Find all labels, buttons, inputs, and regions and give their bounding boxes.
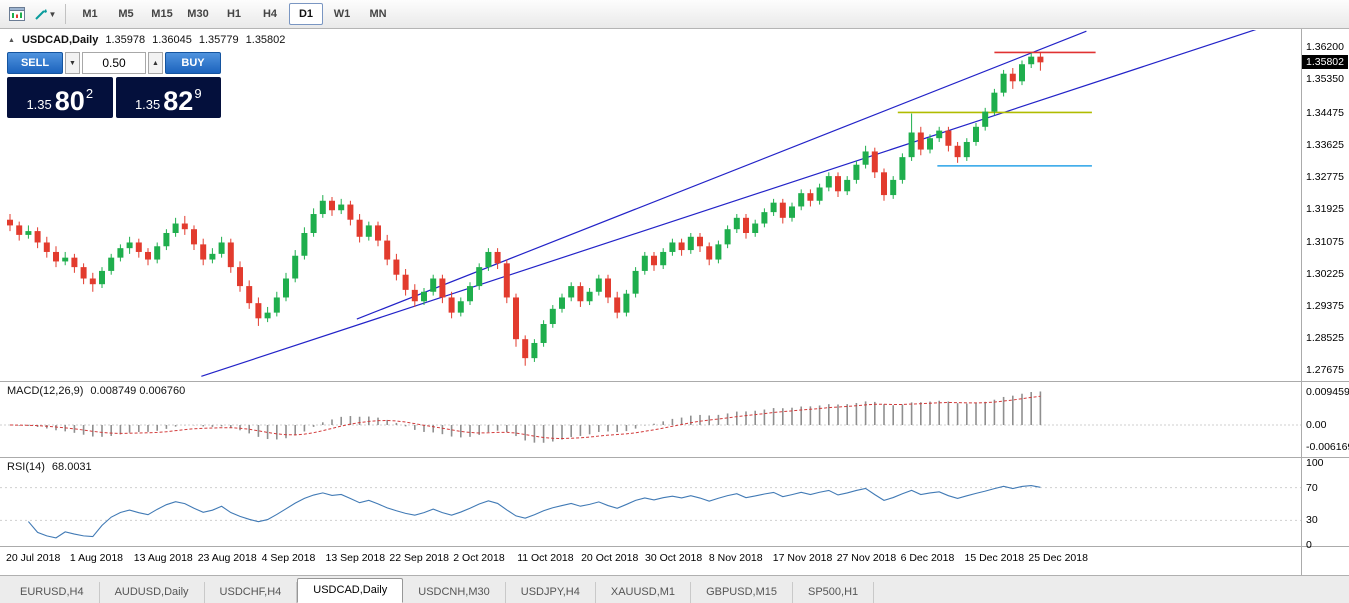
timeframe-m5[interactable]: M5 <box>118 8 134 20</box>
price-tick[interactable]: 1.30225 <box>1306 267 1344 280</box>
timeframe-m15[interactable]: M15 <box>151 8 173 20</box>
price-tick[interactable]: 1.31075 <box>1306 235 1344 248</box>
date-tick[interactable]: 2 Oct 2018 <box>453 552 505 564</box>
macd-tick: 0.009459 <box>1306 385 1349 398</box>
date-tick[interactable]: 20 Jul 2018 <box>6 552 61 564</box>
tab-sp500-h1[interactable]: SP500,H1 <box>793 582 875 603</box>
buy-button[interactable]: BUY <box>165 52 221 74</box>
date-tick[interactable]: 22 Sep 2018 <box>389 552 449 564</box>
date-tick[interactable]: 20 Oct 2018 <box>581 552 639 564</box>
price-tick[interactable]: 1.35350 <box>1306 73 1344 86</box>
buy-price-prefix: 1.35 <box>134 97 161 112</box>
timeframe-d1[interactable]: D1 <box>289 3 323 25</box>
date-tick[interactable]: 27 Nov 2018 <box>836 552 897 564</box>
tab-usdcnh-m30[interactable]: USDCNH,M30 <box>403 582 506 603</box>
tab-usdchf-h4[interactable]: USDCHF,H4 <box>205 582 298 603</box>
current-price-tag: 1.35802 <box>1302 55 1348 70</box>
rsi-tick: 100 <box>1306 457 1324 469</box>
macd-name: MACD(12,26,9) <box>7 385 84 397</box>
buy-price-big: 82 <box>163 86 194 116</box>
tab-usdjpy-h4[interactable]: USDJPY,H4 <box>506 582 596 603</box>
price-tick[interactable]: 1.34475 <box>1306 106 1344 119</box>
buy-price-sup: 9 <box>194 86 202 101</box>
tab-eurusd-h4[interactable]: EURUSD,H4 <box>5 582 100 603</box>
macd-plot <box>0 391 1301 443</box>
timeframe-buttons: M1 M5 M15 M30 H1 H4 D1 W1 MN <box>73 3 395 25</box>
timeframe-mn[interactable]: MN <box>369 8 387 20</box>
price-tick[interactable]: 1.28525 <box>1306 332 1344 345</box>
date-tick[interactable]: 25 Dec 2018 <box>1028 552 1088 564</box>
rsi-tick: 0 <box>1306 539 1312 551</box>
date-tick[interactable]: 4 Sep 2018 <box>261 552 316 564</box>
date-tick[interactable]: 6 Dec 2018 <box>900 552 955 564</box>
rsi-line <box>27 484 1041 539</box>
macd-values: 0.008749 0.006760 <box>90 385 186 397</box>
timeframe-h1[interactable]: H1 <box>226 8 242 20</box>
macd-tick: -0.006169 <box>1306 440 1349 453</box>
date-tick[interactable]: 23 Aug 2018 <box>197 552 257 564</box>
tab-usdcad-daily[interactable]: USDCAD,Daily <box>297 578 404 603</box>
sell-button[interactable]: SELL <box>7 52 63 74</box>
price-tick[interactable]: 1.36200 <box>1306 41 1344 54</box>
rsi-name: RSI(14) <box>7 461 45 473</box>
rsi-panel-label: RSI(14) 68.0031 <box>7 461 92 473</box>
ohlc-low: 1.35779 <box>198 34 239 46</box>
price-tick[interactable]: 1.32775 <box>1306 171 1344 184</box>
channel-line-upper[interactable] <box>356 30 1087 320</box>
sell-price-display[interactable]: 1.35 80 2 <box>7 77 113 118</box>
price-plot <box>7 7 1325 377</box>
timeframe-m1[interactable]: M1 <box>82 8 98 20</box>
date-tick[interactable]: 1 Aug 2018 <box>69 552 124 564</box>
chart-header: ▲ USDCAD,Daily 1.35978 1.36045 1.35779 1… <box>8 34 285 46</box>
rsi-tick: 30 <box>1306 514 1318 527</box>
tab-xauusd-m1[interactable]: XAUUSD,M1 <box>596 582 692 603</box>
ohlc-close: 1.35802 <box>245 34 286 46</box>
collapse-arrow-icon[interactable]: ▲ <box>8 36 15 44</box>
sell-price-sup: 2 <box>85 86 94 101</box>
symbol-title: USDCAD,Daily <box>21 34 99 46</box>
ohlc-high: 1.36045 <box>152 34 192 46</box>
macd-tick: 0.00 <box>1306 419 1327 431</box>
volume-input[interactable] <box>82 52 146 74</box>
chart-window-icon[interactable] <box>4 3 30 25</box>
toolbar-separator <box>65 4 66 24</box>
rsi-plot <box>0 484 1301 539</box>
date-tick[interactable]: 11 Oct 2018 <box>517 552 574 564</box>
buy-price-display[interactable]: 1.35 82 9 <box>115 77 221 118</box>
chevron-down-icon: ▼ <box>48 9 57 19</box>
date-tick[interactable]: 13 Sep 2018 <box>325 552 386 564</box>
timeframe-h4[interactable]: H4 <box>262 8 278 20</box>
candlesticks <box>7 52 1044 366</box>
volume-increase-button[interactable]: ▲ <box>148 52 163 74</box>
date-tick[interactable]: 8 Nov 2018 <box>708 552 763 564</box>
volume-decrease-button[interactable]: ▼ <box>65 52 80 74</box>
price-tick[interactable]: 1.31925 <box>1306 203 1344 216</box>
tab-gbpusd-m15[interactable]: GBPUSD,M15 <box>691 582 793 603</box>
date-tick[interactable]: 13 Aug 2018 <box>133 552 193 564</box>
macd-panel-label: MACD(12,26,9) 0.008749 0.006760 <box>7 385 185 397</box>
price-tick[interactable]: 1.29375 <box>1306 299 1344 312</box>
tab-audusd-daily[interactable]: AUDUSD,Daily <box>100 582 205 603</box>
timeframe-m30[interactable]: M30 <box>187 8 209 20</box>
rsi-tick: 70 <box>1306 481 1318 494</box>
price-tick[interactable]: 1.33625 <box>1306 138 1344 151</box>
price-tick[interactable]: 1.27675 <box>1306 364 1344 377</box>
rsi-value: 68.0031 <box>51 461 92 473</box>
drawing-tools-icon[interactable]: ▼ <box>32 3 58 25</box>
sell-price-prefix: 1.35 <box>26 97 52 112</box>
sell-price-big: 80 <box>54 86 85 116</box>
date-tick[interactable]: 17 Nov 2018 <box>772 552 833 564</box>
chart-tabs: EURUSD,H4 AUDUSD,Daily USDCHF,H4 USDCAD,Dai… <box>0 575 1349 603</box>
date-tick[interactable]: 30 Oct 2018 <box>645 552 703 564</box>
macd-signal-line <box>9 395 1041 440</box>
top-toolbar: ▼ M1 M5 M15 M30 H1 H4 D1 W1 MN <box>0 0 1349 29</box>
timeframe-w1[interactable]: W1 <box>333 8 351 20</box>
channel-line-lower[interactable] <box>201 7 1325 377</box>
date-tick[interactable]: 15 Dec 2018 <box>964 552 1025 564</box>
ohlc-open: 1.35978 <box>105 34 146 46</box>
